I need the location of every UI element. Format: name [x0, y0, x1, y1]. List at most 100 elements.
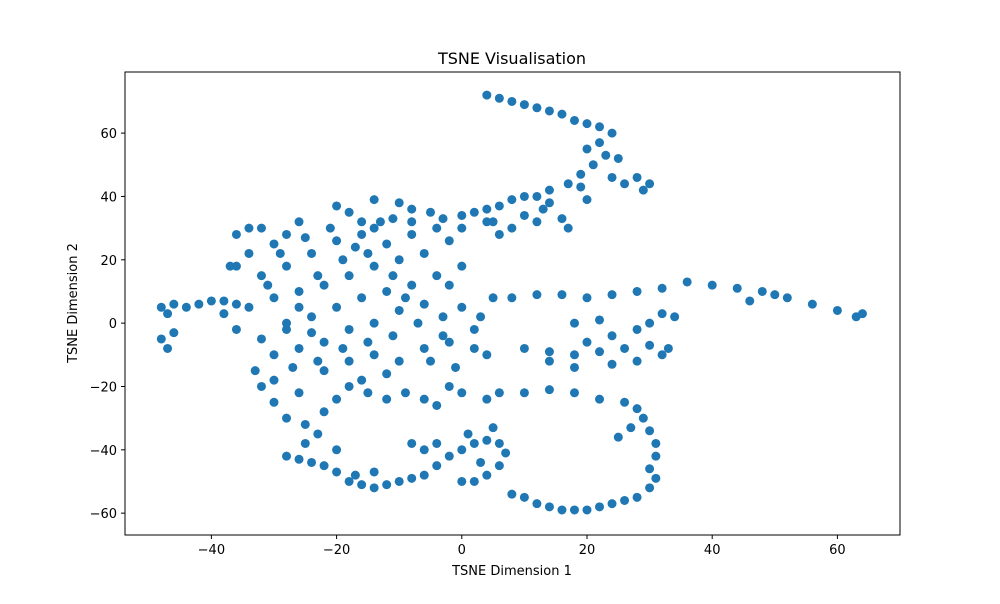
point	[407, 473, 417, 483]
point	[369, 467, 379, 477]
point	[294, 343, 304, 353]
point	[588, 160, 598, 170]
point	[582, 195, 592, 205]
point	[219, 296, 229, 306]
point	[601, 150, 611, 160]
point	[482, 435, 492, 445]
point	[770, 290, 780, 300]
point	[457, 476, 467, 486]
point	[344, 476, 354, 486]
point	[494, 388, 504, 398]
point	[332, 302, 342, 312]
point	[419, 394, 429, 404]
point	[469, 438, 479, 448]
point	[400, 388, 410, 398]
point	[457, 210, 467, 220]
point	[469, 207, 479, 217]
point	[206, 296, 216, 306]
point	[620, 495, 630, 505]
point	[294, 286, 304, 296]
point	[300, 438, 310, 448]
point	[494, 438, 504, 448]
point	[344, 356, 354, 366]
point	[388, 214, 398, 224]
point	[632, 492, 642, 502]
point	[407, 229, 417, 239]
point	[382, 286, 392, 296]
point	[494, 229, 504, 239]
point	[319, 407, 329, 417]
point	[388, 271, 398, 281]
point	[576, 182, 586, 192]
point	[569, 318, 579, 328]
point	[325, 223, 335, 233]
point	[169, 328, 179, 338]
point	[363, 337, 373, 347]
point	[632, 356, 642, 366]
point	[282, 261, 292, 271]
point	[307, 248, 317, 258]
plot-frame	[124, 71, 901, 536]
point	[482, 204, 492, 214]
point	[344, 271, 354, 281]
point	[569, 115, 579, 125]
point	[582, 293, 592, 303]
point	[332, 445, 342, 455]
point	[663, 343, 673, 353]
point	[444, 236, 454, 246]
y-tick-label: −40	[90, 444, 117, 459]
point	[463, 429, 473, 439]
point	[438, 312, 448, 322]
point	[469, 343, 479, 353]
point	[651, 451, 661, 461]
point	[344, 381, 354, 391]
x-tick-label: −40	[198, 543, 225, 558]
point	[457, 302, 467, 312]
point	[482, 90, 492, 100]
point	[269, 350, 279, 360]
point	[494, 201, 504, 211]
point	[332, 236, 342, 246]
point	[494, 93, 504, 103]
point	[357, 217, 367, 227]
point	[369, 483, 379, 493]
point	[607, 499, 617, 509]
y-tick-label: 60	[100, 127, 117, 142]
point	[394, 255, 404, 265]
point	[544, 385, 554, 395]
point	[645, 464, 655, 474]
point	[582, 505, 592, 515]
point	[407, 280, 417, 290]
point	[482, 394, 492, 404]
point	[563, 179, 573, 189]
point	[363, 388, 373, 398]
point	[457, 223, 467, 233]
point	[300, 233, 310, 243]
point	[263, 280, 273, 290]
point	[156, 334, 166, 344]
point	[745, 296, 755, 306]
point	[444, 280, 454, 290]
point	[282, 318, 292, 328]
point	[607, 359, 617, 369]
x-tick-label: 0	[458, 543, 466, 558]
point	[350, 470, 360, 480]
point	[582, 144, 592, 154]
point	[657, 350, 667, 360]
point	[595, 347, 605, 357]
point	[432, 223, 442, 233]
point	[269, 397, 279, 407]
point	[569, 350, 579, 360]
point	[519, 492, 529, 502]
y-axis-label: TSNE Dimension 2	[66, 243, 81, 364]
point	[476, 457, 486, 467]
point	[156, 302, 166, 312]
point	[807, 299, 817, 309]
point	[169, 299, 179, 309]
point	[544, 106, 554, 116]
point	[294, 302, 304, 312]
point	[369, 350, 379, 360]
point	[569, 388, 579, 398]
point	[532, 103, 542, 113]
